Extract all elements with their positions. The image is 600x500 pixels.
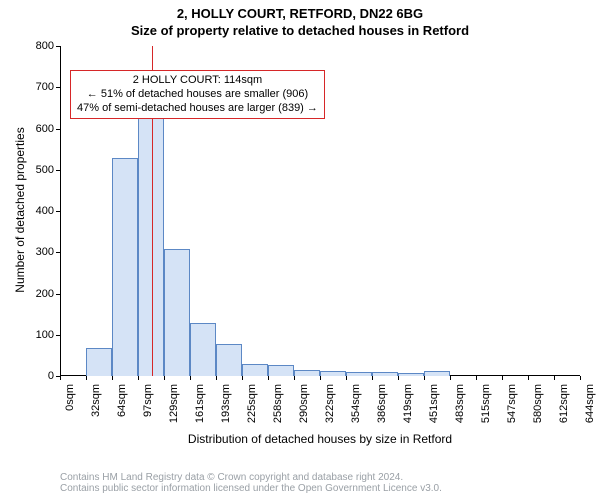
x-tick-label: 354sqm (350, 384, 362, 432)
y-tick-label: 200 (24, 288, 54, 300)
chart-title-sub: Size of property relative to detached ho… (0, 21, 600, 38)
x-tick-label: 547sqm (506, 384, 518, 432)
x-tick-mark (216, 376, 217, 380)
footer-line: Contains HM Land Registry data © Crown c… (60, 472, 442, 483)
histogram-bar (216, 344, 242, 376)
x-tick-label: 322sqm (324, 384, 336, 432)
annotation-line: 47% of semi-detached houses are larger (… (77, 102, 318, 116)
x-tick-mark (320, 376, 321, 380)
y-tick-mark (56, 87, 60, 88)
x-tick-mark (528, 376, 529, 380)
y-tick-label: 600 (24, 123, 54, 135)
histogram-bar (320, 371, 346, 376)
x-tick-mark (268, 376, 269, 380)
x-tick-mark (86, 376, 87, 380)
y-tick-mark (56, 129, 60, 130)
x-tick-label: 0sqm (64, 384, 76, 432)
x-tick-mark (112, 376, 113, 380)
x-tick-mark (450, 376, 451, 380)
y-tick-mark (56, 170, 60, 171)
x-tick-mark (190, 376, 191, 380)
x-tick-mark (60, 376, 61, 380)
x-tick-label: 515sqm (480, 384, 492, 432)
y-tick-mark (56, 211, 60, 212)
footer-attribution: Contains HM Land Registry data © Crown c… (60, 472, 442, 494)
x-tick-label: 129sqm (168, 384, 180, 432)
annotation-line: ← 51% of detached houses are smaller (90… (77, 88, 318, 102)
x-tick-label: 612sqm (558, 384, 570, 432)
x-tick-label: 97sqm (142, 384, 154, 432)
histogram-bar (190, 323, 216, 376)
y-axis-line (60, 46, 61, 376)
x-tick-mark (502, 376, 503, 380)
y-tick-label: 300 (24, 246, 54, 258)
x-tick-label: 644sqm (584, 384, 596, 432)
histogram-bar (112, 158, 138, 376)
marker-annotation: 2 HOLLY COURT: 114sqm ← 51% of detached … (70, 70, 325, 119)
annotation-line: 2 HOLLY COURT: 114sqm (77, 74, 318, 88)
x-tick-label: 193sqm (220, 384, 232, 432)
histogram-bar (138, 114, 164, 376)
y-tick-mark (56, 294, 60, 295)
x-tick-label: 580sqm (532, 384, 544, 432)
y-tick-label: 700 (24, 81, 54, 93)
x-tick-mark (242, 376, 243, 380)
histogram-bar (372, 372, 398, 376)
x-tick-mark (346, 376, 347, 380)
x-tick-label: 386sqm (376, 384, 388, 432)
x-tick-label: 64sqm (116, 384, 128, 432)
x-tick-label: 483sqm (454, 384, 466, 432)
x-tick-label: 419sqm (402, 384, 414, 432)
histogram-bar (424, 371, 450, 376)
histogram-bar (86, 348, 112, 376)
histogram-bar (164, 249, 190, 376)
y-tick-mark (56, 46, 60, 47)
x-tick-label: 225sqm (246, 384, 258, 432)
y-tick-label: 800 (24, 40, 54, 52)
x-tick-label: 290sqm (298, 384, 310, 432)
x-tick-mark (398, 376, 399, 380)
y-tick-label: 0 (24, 370, 54, 382)
chart-title-main: 2, HOLLY COURT, RETFORD, DN22 6BG (0, 0, 600, 21)
x-tick-mark (372, 376, 373, 380)
x-tick-mark (164, 376, 165, 380)
x-tick-label: 258sqm (272, 384, 284, 432)
x-tick-label: 451sqm (428, 384, 440, 432)
x-tick-label: 32sqm (90, 384, 102, 432)
histogram-bar (346, 372, 372, 376)
histogram-bar (398, 373, 424, 376)
y-tick-mark (56, 335, 60, 336)
footer-line: Contains public sector information licen… (60, 483, 442, 494)
x-tick-mark (476, 376, 477, 380)
x-tick-mark (554, 376, 555, 380)
x-tick-label: 161sqm (194, 384, 206, 432)
histogram-bar (294, 370, 320, 376)
y-tick-label: 500 (24, 164, 54, 176)
x-tick-mark (294, 376, 295, 380)
y-tick-label: 100 (24, 329, 54, 341)
histogram-bar (242, 364, 268, 376)
x-tick-mark (138, 376, 139, 380)
histogram-bar (268, 365, 294, 376)
y-tick-label: 400 (24, 205, 54, 217)
y-tick-mark (56, 252, 60, 253)
x-tick-mark (580, 376, 581, 380)
x-tick-mark (424, 376, 425, 380)
x-axis-label: Distribution of detached houses by size … (180, 432, 460, 446)
